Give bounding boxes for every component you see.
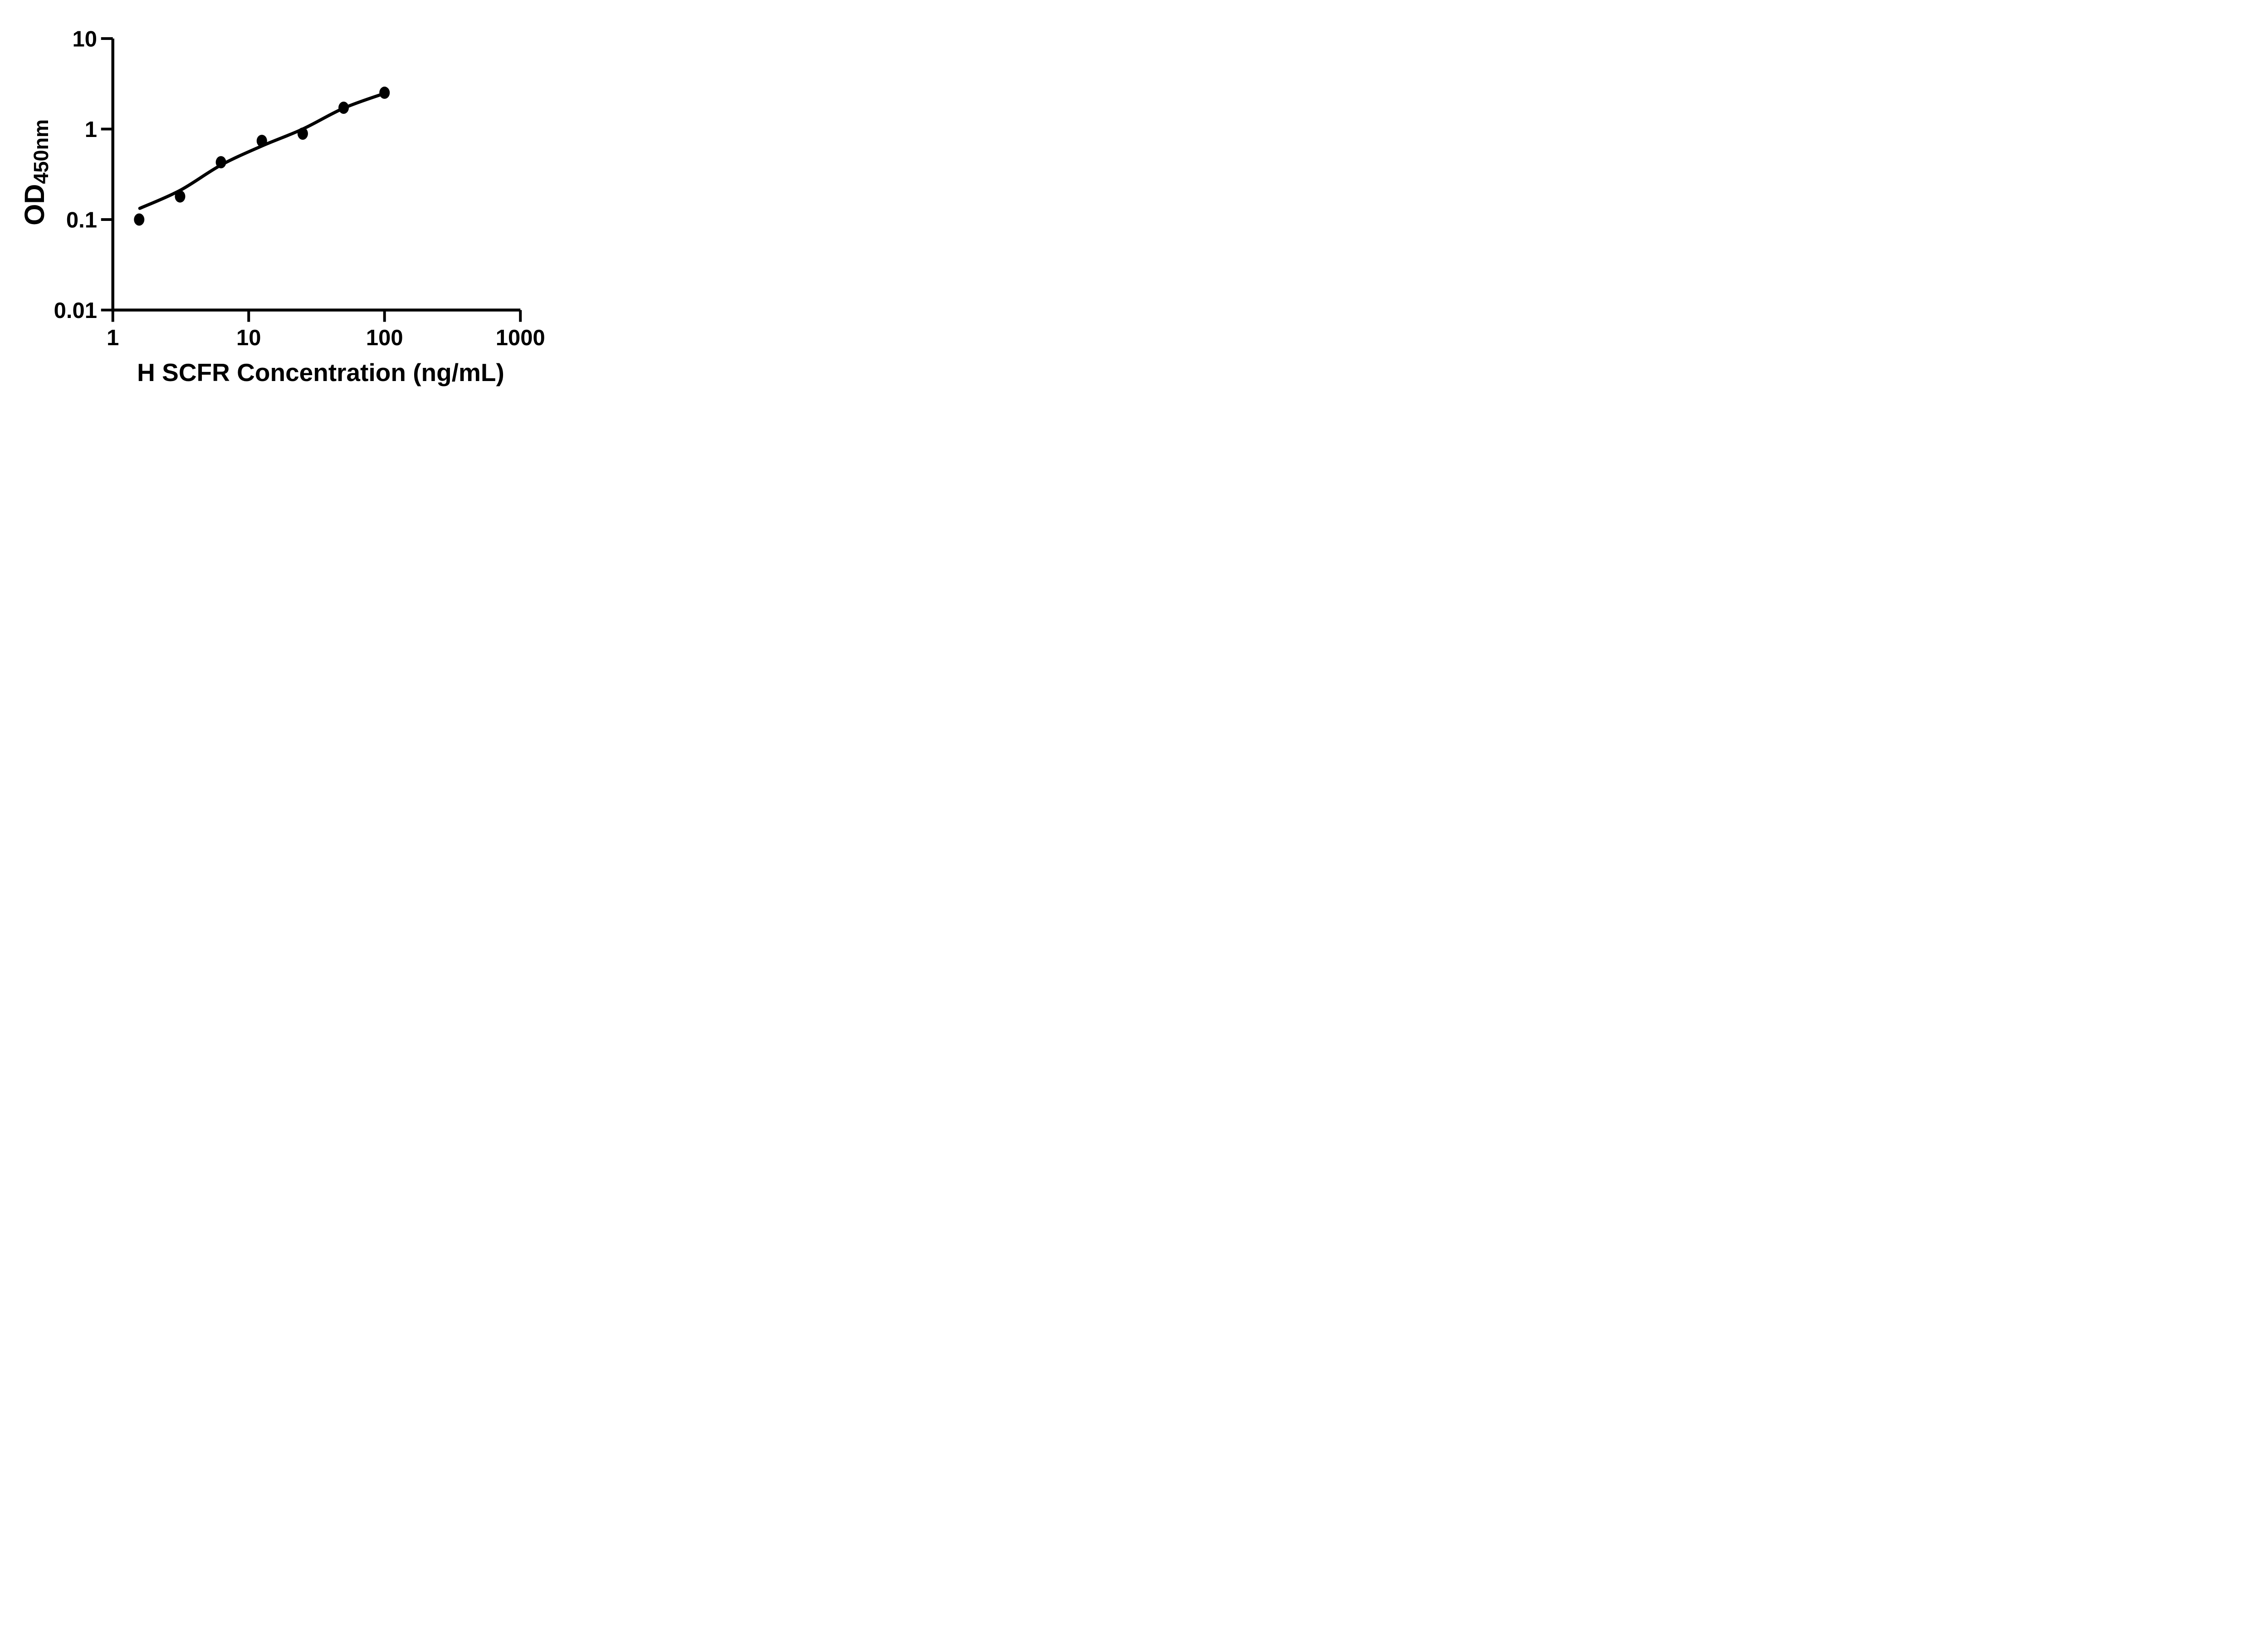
data-point bbox=[297, 127, 308, 140]
data-point bbox=[134, 213, 145, 226]
tick-layer bbox=[101, 37, 522, 322]
y-axis-title: OD450nm bbox=[19, 119, 53, 225]
y-axis-title-subscript: 450nm bbox=[29, 119, 53, 184]
data-point bbox=[256, 135, 267, 147]
data-point bbox=[215, 156, 226, 169]
y-tick-label: 0.01 bbox=[54, 298, 97, 323]
x-tick-label: 1000 bbox=[496, 326, 545, 350]
data-point bbox=[175, 190, 186, 203]
x-tick-label: 10 bbox=[236, 326, 261, 350]
series-layer bbox=[134, 86, 390, 226]
y-tick-label: 10 bbox=[72, 27, 97, 52]
y-axis-title-main: OD bbox=[19, 184, 50, 226]
x-tick-label: 100 bbox=[366, 326, 403, 350]
x-axis-title: H SCFR Concentration (ng/mL) bbox=[137, 358, 504, 386]
standard-curve-chart: 1 10 100 1000 10 1 0.1 0.01 H SCFR Concentratio… bbox=[19, 27, 545, 386]
data-point bbox=[379, 86, 390, 99]
x-tick-label: 1 bbox=[107, 326, 119, 350]
y-tick-label: 0.1 bbox=[66, 208, 97, 233]
tick-label-layer: 1 10 100 1000 10 1 0.1 0.01 bbox=[54, 27, 545, 350]
axes-layer bbox=[111, 39, 521, 312]
y-tick-label: 1 bbox=[85, 117, 97, 142]
elisa-standard-curve-figure: 1 10 100 1000 10 1 0.1 0.01 H SCFR Concentratio… bbox=[0, 0, 583, 408]
data-point bbox=[338, 102, 349, 114]
